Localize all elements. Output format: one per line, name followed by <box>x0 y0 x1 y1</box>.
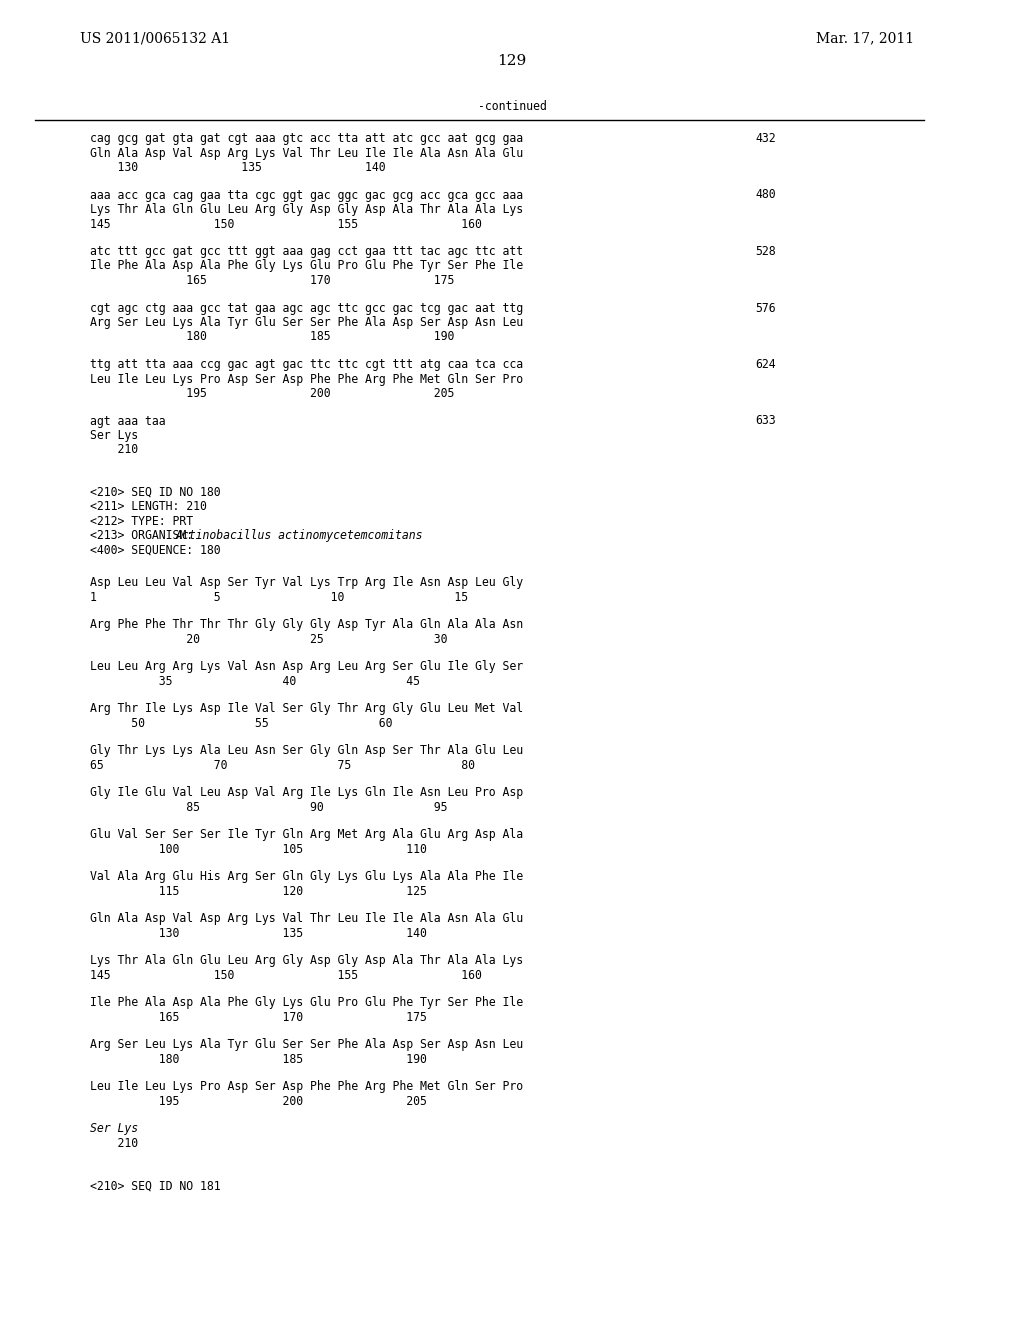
Text: 432: 432 <box>755 132 775 145</box>
Text: Arg Ser Leu Lys Ala Tyr Glu Ser Ser Phe Ala Asp Ser Asp Asn Leu: Arg Ser Leu Lys Ala Tyr Glu Ser Ser Phe … <box>90 1039 523 1052</box>
Text: 130               135               140: 130 135 140 <box>90 927 427 940</box>
Text: Lys Thr Ala Gln Glu Leu Arg Gly Asp Gly Asp Ala Thr Ala Ala Lys: Lys Thr Ala Gln Glu Leu Arg Gly Asp Gly … <box>90 954 523 968</box>
Text: Asp Leu Leu Val Asp Ser Tyr Val Lys Trp Arg Ile Asn Asp Leu Gly: Asp Leu Leu Val Asp Ser Tyr Val Lys Trp … <box>90 577 523 590</box>
Text: 633: 633 <box>755 414 775 428</box>
Text: Arg Phe Phe Thr Thr Thr Gly Gly Gly Asp Tyr Ala Gln Ala Ala Asn: Arg Phe Phe Thr Thr Thr Gly Gly Gly Asp … <box>90 619 523 631</box>
Text: Lys Thr Ala Gln Glu Leu Arg Gly Asp Gly Asp Ala Thr Ala Ala Lys: Lys Thr Ala Gln Glu Leu Arg Gly Asp Gly … <box>90 203 523 216</box>
Text: Glu Val Ser Ser Ser Ile Tyr Gln Arg Met Arg Ala Glu Arg Asp Ala: Glu Val Ser Ser Ser Ile Tyr Gln Arg Met … <box>90 829 523 841</box>
Text: cgt agc ctg aaa gcc tat gaa agc agc ttc gcc gac tcg gac aat ttg: cgt agc ctg aaa gcc tat gaa agc agc ttc … <box>90 301 523 314</box>
Text: 165               170               175: 165 170 175 <box>90 1011 427 1024</box>
Text: <210> SEQ ID NO 180: <210> SEQ ID NO 180 <box>90 486 220 499</box>
Text: Leu Leu Arg Arg Lys Val Asn Asp Arg Leu Arg Ser Glu Ile Gly Ser: Leu Leu Arg Arg Lys Val Asn Asp Arg Leu … <box>90 660 523 673</box>
Text: Val Ala Arg Glu His Arg Ser Gln Gly Lys Glu Lys Ala Ala Phe Ile: Val Ala Arg Glu His Arg Ser Gln Gly Lys … <box>90 870 523 883</box>
Text: 20                25                30: 20 25 30 <box>90 634 447 645</box>
Text: Arg Thr Ile Lys Asp Ile Val Ser Gly Thr Arg Gly Glu Leu Met Val: Arg Thr Ile Lys Asp Ile Val Ser Gly Thr … <box>90 702 523 715</box>
Text: 480: 480 <box>755 189 775 202</box>
Text: <213> ORGANISM:: <213> ORGANISM: <box>90 529 200 543</box>
Text: 129: 129 <box>498 54 526 69</box>
Text: 50                55                60: 50 55 60 <box>90 717 392 730</box>
Text: US 2011/0065132 A1: US 2011/0065132 A1 <box>80 30 230 45</box>
Text: Ser Lys: Ser Lys <box>90 429 138 442</box>
Text: Mar. 17, 2011: Mar. 17, 2011 <box>816 30 914 45</box>
Text: 576: 576 <box>755 301 775 314</box>
Text: Gln Ala Asp Val Asp Arg Lys Val Thr Leu Ile Ile Ala Asn Ala Glu: Gln Ala Asp Val Asp Arg Lys Val Thr Leu … <box>90 147 523 160</box>
Text: 528: 528 <box>755 246 775 257</box>
Text: agt aaa taa: agt aaa taa <box>90 414 166 428</box>
Text: Ile Phe Ala Asp Ala Phe Gly Lys Glu Pro Glu Phe Tyr Ser Phe Ile: Ile Phe Ala Asp Ala Phe Gly Lys Glu Pro … <box>90 997 523 1010</box>
Text: 100               105               110: 100 105 110 <box>90 843 427 855</box>
Text: Gly Thr Lys Lys Ala Leu Asn Ser Gly Gln Asp Ser Thr Ala Glu Leu: Gly Thr Lys Lys Ala Leu Asn Ser Gly Gln … <box>90 744 523 758</box>
Text: ttg att tta aaa ccg gac agt gac ttc ttc cgt ttt atg caa tca cca: ttg att tta aaa ccg gac agt gac ttc ttc … <box>90 358 523 371</box>
Text: Gly Ile Glu Val Leu Asp Val Arg Ile Lys Gln Ile Asn Leu Pro Asp: Gly Ile Glu Val Leu Asp Val Arg Ile Lys … <box>90 787 523 800</box>
Text: <212> TYPE: PRT: <212> TYPE: PRT <box>90 515 194 528</box>
Text: -continued: -continued <box>477 100 547 114</box>
Text: Gln Ala Asp Val Asp Arg Lys Val Thr Leu Ile Ile Ala Asn Ala Glu: Gln Ala Asp Val Asp Arg Lys Val Thr Leu … <box>90 912 523 925</box>
Text: <400> SEQUENCE: 180: <400> SEQUENCE: 180 <box>90 544 220 557</box>
Text: <210> SEQ ID NO 181: <210> SEQ ID NO 181 <box>90 1180 220 1192</box>
Text: Leu Ile Leu Lys Pro Asp Ser Asp Phe Phe Arg Phe Met Gln Ser Pro: Leu Ile Leu Lys Pro Asp Ser Asp Phe Phe … <box>90 1081 523 1093</box>
Text: aaa acc gca cag gaa tta cgc ggt gac ggc gac gcg acc gca gcc aaa: aaa acc gca cag gaa tta cgc ggt gac ggc … <box>90 189 523 202</box>
Text: 195               200               205: 195 200 205 <box>90 1096 427 1107</box>
Text: 624: 624 <box>755 358 775 371</box>
Text: Ile Phe Ala Asp Ala Phe Gly Lys Glu Pro Glu Phe Tyr Ser Phe Ile: Ile Phe Ala Asp Ala Phe Gly Lys Glu Pro … <box>90 260 523 272</box>
Text: 210: 210 <box>90 1137 138 1150</box>
Text: atc ttt gcc gat gcc ttt ggt aaa gag cct gaa ttt tac agc ttc att: atc ttt gcc gat gcc ttt ggt aaa gag cct … <box>90 246 523 257</box>
Text: Leu Ile Leu Lys Pro Asp Ser Asp Phe Phe Arg Phe Met Gln Ser Pro: Leu Ile Leu Lys Pro Asp Ser Asp Phe Phe … <box>90 372 523 385</box>
Text: 180               185               190: 180 185 190 <box>90 1053 427 1067</box>
Text: 115               120               125: 115 120 125 <box>90 884 427 898</box>
Text: 145               150               155               160: 145 150 155 160 <box>90 218 482 231</box>
Text: Actinobacillus actinomycetemcomitans: Actinobacillus actinomycetemcomitans <box>175 529 423 543</box>
Text: <211> LENGTH: 210: <211> LENGTH: 210 <box>90 500 207 513</box>
Text: 85                90                95: 85 90 95 <box>90 801 447 814</box>
Text: Ser Lys: Ser Lys <box>90 1122 138 1135</box>
Text: 165               170               175: 165 170 175 <box>90 275 455 286</box>
Text: 1                 5                10                15: 1 5 10 15 <box>90 591 468 605</box>
Text: 65                70                75                80: 65 70 75 80 <box>90 759 475 772</box>
Text: 210: 210 <box>90 444 138 457</box>
Text: 180               185               190: 180 185 190 <box>90 330 455 343</box>
Text: 145               150               155               160: 145 150 155 160 <box>90 969 482 982</box>
Text: 130               135               140: 130 135 140 <box>90 161 386 174</box>
Text: 195               200               205: 195 200 205 <box>90 387 455 400</box>
Text: 35                40                45: 35 40 45 <box>90 675 420 688</box>
Text: cag gcg gat gta gat cgt aaa gtc acc tta att atc gcc aat gcg gaa: cag gcg gat gta gat cgt aaa gtc acc tta … <box>90 132 523 145</box>
Text: Arg Ser Leu Lys Ala Tyr Glu Ser Ser Phe Ala Asp Ser Asp Asn Leu: Arg Ser Leu Lys Ala Tyr Glu Ser Ser Phe … <box>90 315 523 329</box>
